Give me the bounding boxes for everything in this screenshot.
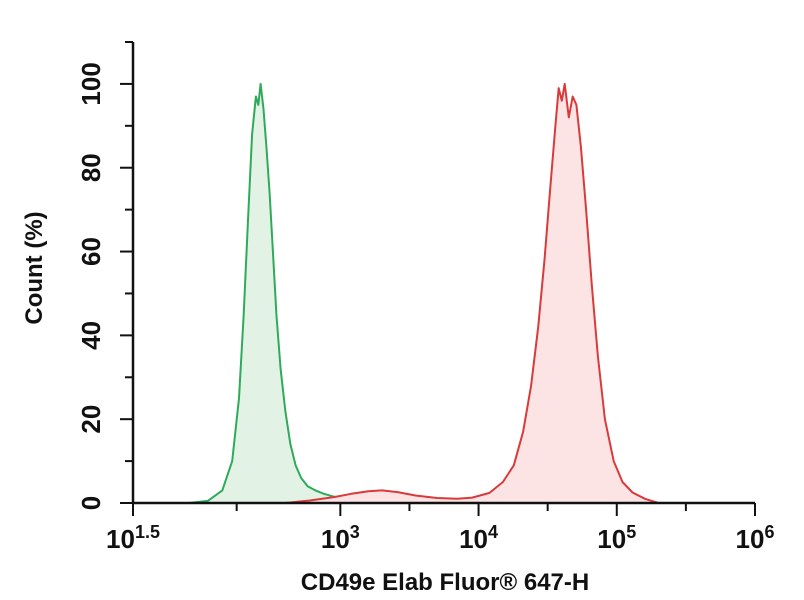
y-tick-label: 100: [76, 62, 106, 105]
series-1-line: [188, 82, 396, 504]
y-tick-label: 0: [76, 496, 106, 510]
axes: 0 20 40 60 80 100 101.5 103 104 105 106: [76, 41, 775, 554]
y-tick-label: 20: [76, 405, 106, 434]
series-1-area: [188, 83, 396, 504]
series-2-line: [285, 82, 659, 504]
x-tick-label: 104: [459, 522, 498, 554]
plot-area: [188, 82, 659, 504]
x-tick-label: 105: [597, 522, 636, 554]
y-axis-title: Count (%): [21, 211, 48, 324]
y-tick-label: 80: [76, 153, 106, 182]
x-tick-label: 106: [736, 522, 775, 554]
y-tick-label: 40: [76, 321, 106, 350]
x-tick-label: 103: [321, 522, 360, 554]
y-tick-label: 60: [76, 237, 106, 266]
series-2-area: [285, 83, 659, 504]
x-tick-label: 101.5: [106, 522, 160, 554]
x-axis-title: CD49e Elab Fluor® 647-H: [301, 569, 589, 596]
